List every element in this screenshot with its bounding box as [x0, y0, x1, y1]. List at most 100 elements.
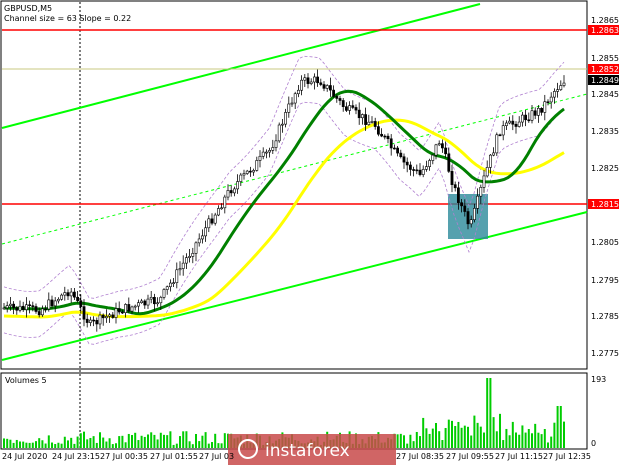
candle-body	[162, 289, 166, 298]
candle-body	[153, 296, 156, 305]
candle-body	[274, 140, 278, 148]
volume-bar	[57, 442, 60, 448]
channel-info: Channel size = 63 Slope = 0.22	[4, 14, 131, 23]
price-label: 1.2835	[591, 127, 619, 136]
volume-bar	[83, 431, 85, 448]
price-axis: 1.2865 1.2855 1.2845 1.2835 1.2825 1.280…	[591, 16, 619, 358]
candle-body	[73, 291, 76, 298]
candle-body	[114, 308, 118, 318]
volume-bar	[137, 440, 140, 448]
volume-bar	[76, 436, 79, 448]
candle-body	[444, 147, 448, 155]
volume-bar	[111, 444, 114, 448]
price-label: 1.2795	[591, 276, 619, 285]
candle-body	[15, 307, 19, 311]
volume-bar	[438, 431, 441, 448]
candle-body	[498, 134, 502, 137]
time-axis: 24 Jul 2020 24 Jul 23:15 27 Jul 00:35 27…	[2, 452, 591, 461]
volume-bar	[550, 436, 553, 448]
candle-body	[300, 79, 304, 91]
candle-body	[405, 161, 409, 166]
candle-body	[233, 188, 236, 194]
candle-body	[533, 110, 537, 116]
candle-body	[264, 151, 268, 154]
candle-body	[415, 169, 419, 172]
candle-body	[303, 77, 307, 81]
candle-body	[207, 218, 211, 229]
candle-body	[98, 314, 102, 325]
price-label: 1.2785	[591, 312, 619, 321]
volume-zero-label: 0	[591, 439, 596, 448]
volume-bar	[444, 428, 447, 448]
candle-body	[9, 303, 12, 306]
volume-bar	[51, 442, 53, 448]
volume-bar	[220, 443, 223, 448]
candle-body	[354, 107, 358, 111]
moving-average-fast	[3, 89, 565, 316]
candle-body	[252, 170, 256, 173]
volume-bar	[127, 433, 130, 448]
candle-body	[399, 152, 403, 158]
volume-bar	[147, 434, 149, 448]
candle-body	[172, 282, 176, 284]
candle-body	[111, 314, 115, 318]
volume-bar	[44, 443, 47, 448]
volume-bar	[412, 441, 415, 448]
candle-body	[60, 294, 64, 300]
volume-bar	[447, 419, 450, 448]
candle-body	[124, 304, 128, 314]
price-plot-frame	[0, 0, 588, 370]
candle-body	[530, 110, 534, 121]
volume-bar	[41, 440, 44, 448]
candle-body	[255, 160, 259, 171]
volume-bar	[531, 433, 533, 448]
price-label: 1.2855	[591, 54, 619, 63]
candle-body	[101, 314, 105, 319]
candle-body	[89, 319, 92, 323]
time-label: 27 Jul 03	[199, 452, 234, 461]
candle-body	[520, 114, 524, 123]
volume-bar	[403, 435, 405, 448]
volume-bar	[169, 431, 172, 448]
candle-body	[185, 257, 188, 264]
volume-bar	[214, 433, 217, 448]
time-label: 27 Jul 08:35	[396, 452, 444, 461]
candle-body	[271, 147, 275, 151]
volume-bar	[60, 443, 63, 448]
volume-bar	[511, 421, 514, 448]
candle-body	[108, 314, 112, 317]
volume-bar	[441, 440, 444, 448]
candle-body	[447, 153, 451, 172]
volume-bar	[431, 428, 434, 448]
volume-bar	[159, 432, 162, 448]
candle-body	[552, 91, 556, 98]
time-label: 27 Jul 09:55	[446, 452, 494, 461]
candle-body	[95, 320, 99, 325]
candle-body	[389, 138, 393, 149]
volume-bar	[140, 435, 143, 448]
volume-bar	[463, 425, 466, 448]
candle-body	[469, 219, 473, 225]
volume-bar	[489, 378, 492, 448]
candle-body	[460, 202, 464, 207]
volume-bar	[415, 431, 418, 448]
candle-body	[249, 170, 252, 173]
volume-bar	[505, 428, 508, 448]
tag-mid-level-text: 1.2852	[591, 65, 619, 74]
volume-bar	[495, 431, 498, 448]
candle-body	[386, 135, 390, 140]
volume-bar	[191, 444, 194, 448]
volume-bar	[121, 435, 124, 448]
candle-body	[290, 102, 294, 105]
volume-bar	[175, 443, 178, 448]
candle-body	[364, 114, 368, 125]
candle-body	[76, 296, 80, 301]
candle-body	[540, 107, 544, 113]
volume-bar	[99, 432, 101, 448]
candle-body	[133, 305, 137, 308]
channel-mid-line	[1, 93, 588, 245]
volume-bar	[217, 443, 220, 448]
candle-body	[242, 173, 246, 176]
band-upper	[3, 55, 565, 299]
